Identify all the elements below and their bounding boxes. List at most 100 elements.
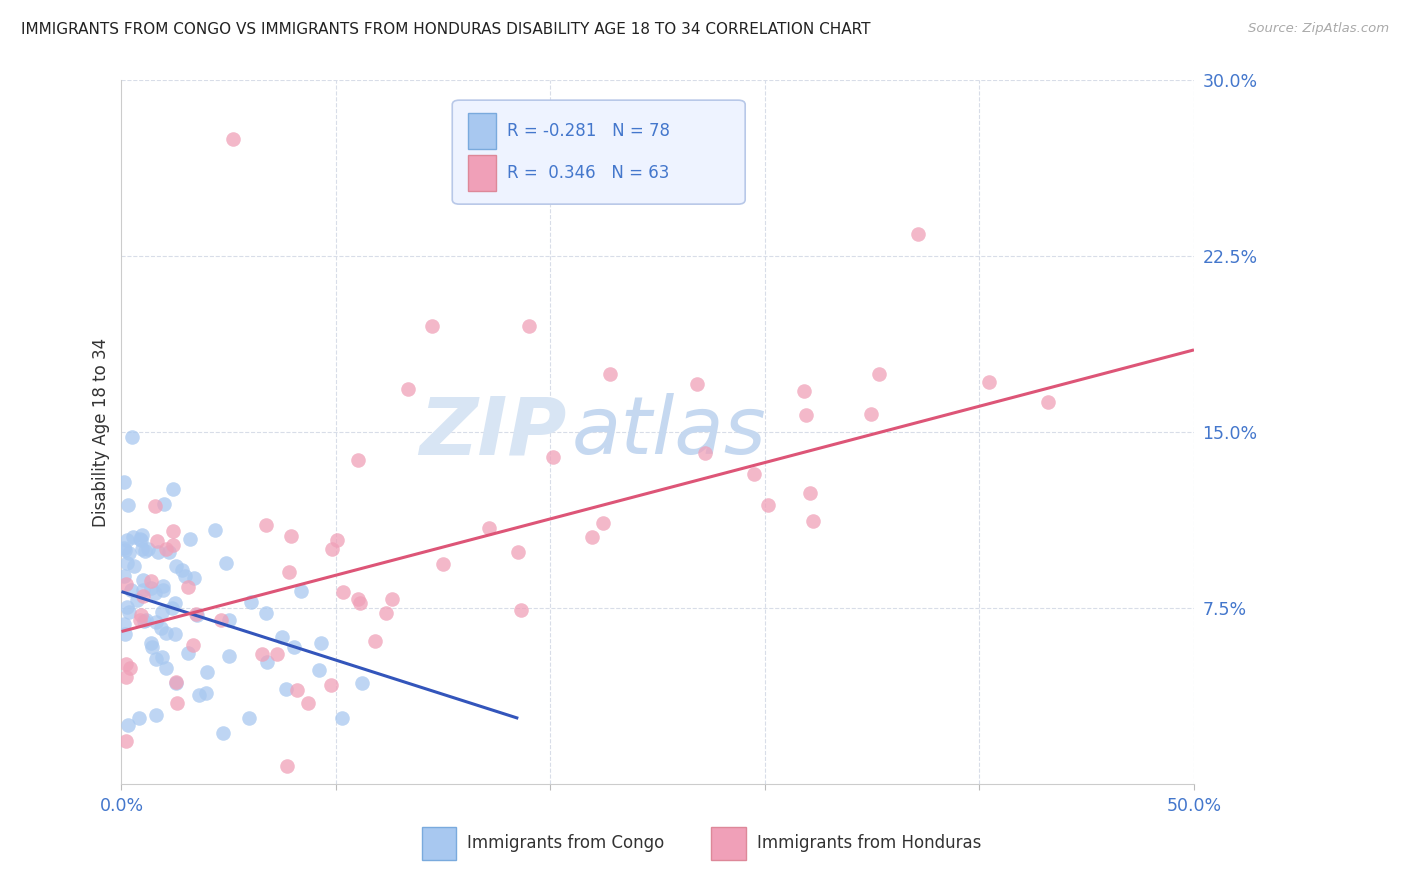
Point [117, 718, 139, 732]
Point [581, 530, 603, 544]
Point [250, 647, 273, 661]
Point [121, 430, 143, 444]
Point [120, 582, 142, 597]
Point [240, 595, 263, 609]
Point [266, 647, 288, 661]
Point [256, 656, 278, 670]
Text: atlas: atlas [572, 393, 766, 471]
Point [129, 613, 152, 627]
Point [117, 556, 139, 570]
Point [125, 592, 148, 607]
Point [122, 559, 145, 574]
Text: R = -0.281   N = 78: R = -0.281 N = 78 [506, 122, 669, 140]
Point [131, 527, 153, 541]
Point [326, 533, 349, 548]
Point [868, 368, 890, 382]
Point [592, 516, 614, 530]
Point [321, 542, 343, 557]
Point [686, 377, 709, 392]
Point [132, 574, 155, 588]
Point [347, 453, 370, 467]
Point [141, 574, 163, 588]
Point [276, 681, 298, 696]
Point [174, 569, 197, 583]
Point [139, 636, 162, 650]
Point [794, 408, 817, 422]
Point [145, 499, 167, 513]
Point [375, 606, 398, 620]
Point [977, 376, 1000, 390]
Point [270, 630, 292, 644]
Point [157, 545, 180, 559]
Point [134, 544, 156, 558]
Point [145, 707, 167, 722]
Point [141, 640, 163, 655]
Point [146, 545, 169, 559]
Point [135, 613, 157, 627]
Point [254, 518, 277, 533]
Point [162, 537, 184, 551]
Point [117, 533, 139, 547]
Point [112, 568, 135, 582]
Point [152, 583, 174, 598]
Text: IMMIGRANTS FROM CONGO VS IMMIGRANTS FROM HONDURAS DISABILITY AGE 18 TO 34 CORREL: IMMIGRANTS FROM CONGO VS IMMIGRANTS FROM… [21, 22, 870, 37]
Point [186, 607, 208, 622]
Point [290, 583, 312, 598]
Point [381, 592, 404, 607]
Point [117, 498, 139, 512]
Point [160, 600, 183, 615]
Point [398, 382, 420, 396]
Point [222, 131, 245, 145]
Point [118, 545, 141, 559]
Point [131, 542, 153, 557]
Point [238, 711, 260, 725]
Point [177, 580, 200, 594]
Point [155, 542, 177, 557]
Point [114, 657, 136, 671]
Point [347, 591, 370, 606]
Point [801, 514, 824, 528]
Point [129, 608, 152, 623]
Point [162, 524, 184, 539]
Text: Source: ZipAtlas.com: Source: ZipAtlas.com [1249, 22, 1389, 36]
Text: Immigrants from Congo: Immigrants from Congo [467, 834, 665, 853]
Point [283, 640, 305, 654]
Point [118, 661, 141, 675]
Point [432, 557, 454, 571]
Point [129, 533, 152, 548]
Point [132, 614, 155, 628]
Point [112, 617, 135, 632]
Point [599, 367, 621, 381]
Point [150, 605, 173, 619]
Point [172, 562, 194, 576]
Point [209, 614, 232, 628]
Point [112, 541, 135, 555]
Point [478, 521, 501, 535]
Point [146, 533, 169, 548]
Point [138, 542, 160, 557]
Point [218, 613, 240, 627]
Point [280, 529, 302, 543]
Point [166, 697, 188, 711]
Point [152, 497, 174, 511]
Point [115, 600, 138, 615]
Point [129, 532, 152, 546]
Y-axis label: Disability Age 18 to 34: Disability Age 18 to 34 [93, 337, 110, 526]
Point [541, 450, 564, 464]
Point [278, 566, 301, 580]
Point [1036, 394, 1059, 409]
Point [364, 634, 387, 648]
Point [907, 227, 929, 241]
Point [132, 589, 155, 603]
Point [204, 523, 226, 537]
Point [155, 661, 177, 675]
Point [150, 621, 173, 635]
Point [114, 576, 136, 591]
Point [155, 625, 177, 640]
Point [188, 688, 211, 702]
Point [308, 663, 330, 677]
Point [297, 696, 319, 710]
Point [349, 596, 371, 610]
Text: Immigrants from Honduras: Immigrants from Honduras [756, 834, 981, 853]
Point [128, 711, 150, 725]
